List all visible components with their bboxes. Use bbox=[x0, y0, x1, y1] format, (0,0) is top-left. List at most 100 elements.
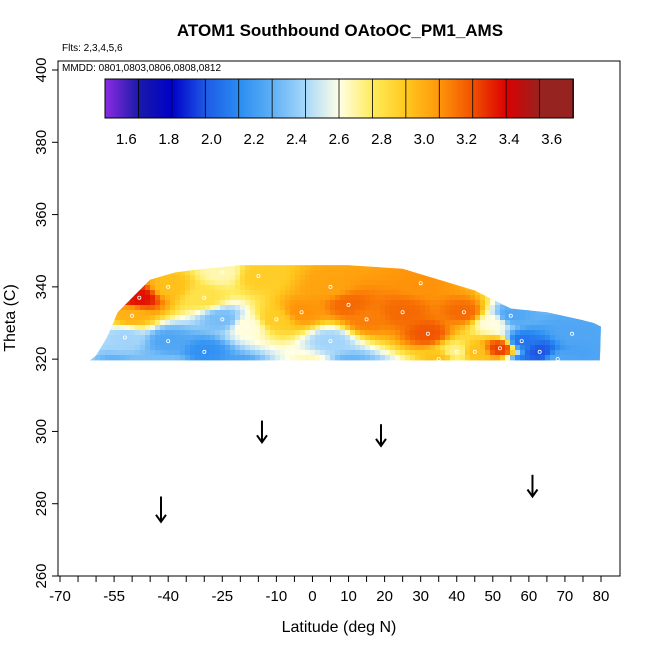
heatmap-cell bbox=[340, 280, 346, 286]
heatmap-cell bbox=[530, 275, 536, 281]
heatmap-cell bbox=[355, 305, 361, 311]
heatmap-cell bbox=[575, 305, 581, 311]
heatmap-cell bbox=[60, 335, 65, 340]
heatmap-cell bbox=[495, 315, 501, 321]
heatmap-cell bbox=[570, 345, 576, 351]
heatmap-cell bbox=[495, 320, 501, 326]
heatmap-cell bbox=[95, 300, 101, 306]
heatmap-cell bbox=[145, 320, 151, 326]
heatmap-cell bbox=[90, 315, 96, 321]
colorbar-segment bbox=[104, 78, 140, 119]
heatmap-cell bbox=[295, 315, 301, 321]
heatmap-cell bbox=[370, 325, 376, 331]
heatmap-cell bbox=[465, 280, 471, 286]
heatmap-cell bbox=[80, 325, 86, 331]
heatmap-cell bbox=[105, 265, 111, 271]
heatmap-cell bbox=[335, 265, 341, 271]
heatmap-cell bbox=[490, 295, 496, 301]
heatmap-cell bbox=[270, 275, 276, 281]
heatmap-cell bbox=[365, 345, 371, 351]
heatmap-cell bbox=[475, 290, 481, 296]
colorbar-tick-label: 2.8 bbox=[371, 131, 392, 148]
heatmap-cell bbox=[435, 280, 441, 286]
heatmap-cell bbox=[210, 310, 216, 316]
heatmap-cell bbox=[465, 325, 471, 331]
heatmap-cell bbox=[505, 310, 511, 316]
heatmap-cell bbox=[435, 320, 441, 326]
heatmap-cell bbox=[330, 285, 336, 291]
heatmap-cell bbox=[270, 330, 276, 336]
heatmap-cell bbox=[375, 265, 381, 266]
heatmap-cell bbox=[320, 350, 326, 356]
sample-point bbox=[274, 425, 279, 430]
heatmap-cell bbox=[565, 330, 571, 336]
heatmap-cell bbox=[340, 325, 346, 331]
heatmap-cell bbox=[510, 300, 516, 306]
heatmap-cell bbox=[250, 280, 256, 286]
heatmap-cell bbox=[240, 285, 246, 291]
sample-point bbox=[447, 396, 452, 401]
heatmap-cell bbox=[240, 320, 246, 326]
heatmap-cell bbox=[540, 280, 546, 286]
sample-point bbox=[104, 393, 109, 398]
heatmap-cell bbox=[85, 320, 91, 326]
heatmap-cell bbox=[580, 265, 586, 266]
heatmap-cell bbox=[115, 355, 121, 361]
heatmap-cell bbox=[90, 280, 96, 286]
heatmap-cell bbox=[300, 265, 306, 271]
heatmap-cell bbox=[140, 340, 146, 346]
heatmap-cell bbox=[165, 265, 171, 266]
heatmap-cell bbox=[275, 290, 281, 296]
heatmap-cell bbox=[310, 315, 316, 321]
heatmap-cell bbox=[70, 315, 76, 321]
heatmap-cell bbox=[520, 295, 526, 301]
heatmap-cell bbox=[165, 310, 171, 316]
heatmap-cell bbox=[480, 290, 486, 296]
heatmap-cell bbox=[235, 280, 241, 286]
sample-point bbox=[534, 476, 539, 481]
heatmap-cell bbox=[560, 295, 566, 301]
heatmap-cell bbox=[400, 350, 406, 356]
heatmap-cell bbox=[315, 300, 321, 306]
heatmap-cell bbox=[285, 290, 291, 296]
heatmap-cell bbox=[325, 280, 331, 286]
heatmap-cell bbox=[190, 300, 196, 306]
heatmap-cell bbox=[545, 345, 551, 351]
heatmap-cell bbox=[380, 335, 386, 341]
heatmap-cell bbox=[495, 305, 501, 311]
heatmap-cell bbox=[405, 355, 411, 361]
heatmap-cell bbox=[435, 310, 441, 316]
heatmap-cell bbox=[320, 320, 326, 326]
heatmap-cell bbox=[565, 305, 571, 311]
heatmap-cell bbox=[580, 285, 586, 291]
heatmap-cell bbox=[120, 340, 126, 346]
heatmap-cell bbox=[465, 340, 471, 346]
heatmap-cell bbox=[485, 265, 491, 271]
y-axis-label: Theta (C) bbox=[2, 284, 19, 352]
heatmap-cell bbox=[585, 275, 591, 281]
heatmap-cell bbox=[485, 350, 491, 356]
heatmap-cell bbox=[590, 265, 596, 271]
heatmap-cell bbox=[440, 280, 446, 286]
heatmap-cell bbox=[600, 280, 601, 286]
heatmap-cell bbox=[255, 310, 261, 316]
heatmap-cell bbox=[600, 335, 601, 341]
heatmap-cell bbox=[150, 305, 156, 311]
heatmap-cell bbox=[180, 265, 186, 271]
heatmap-cell bbox=[465, 335, 471, 341]
sample-point bbox=[346, 364, 351, 369]
heatmap-cell bbox=[205, 325, 211, 331]
heatmap-cell bbox=[140, 330, 146, 336]
heatmap-cell bbox=[585, 340, 591, 346]
heatmap-cell bbox=[490, 320, 496, 326]
heatmap-cell bbox=[200, 290, 206, 296]
heatmap-cell bbox=[180, 345, 186, 351]
heatmap-cell bbox=[130, 320, 136, 326]
heatmap-cell bbox=[325, 355, 331, 361]
heatmap-cell bbox=[165, 345, 171, 351]
heatmap-cell bbox=[310, 355, 316, 361]
heatmap-cell bbox=[440, 270, 446, 276]
heatmap-cell bbox=[440, 265, 446, 271]
heatmap-cell bbox=[275, 310, 281, 316]
heatmap-cell bbox=[445, 350, 451, 356]
